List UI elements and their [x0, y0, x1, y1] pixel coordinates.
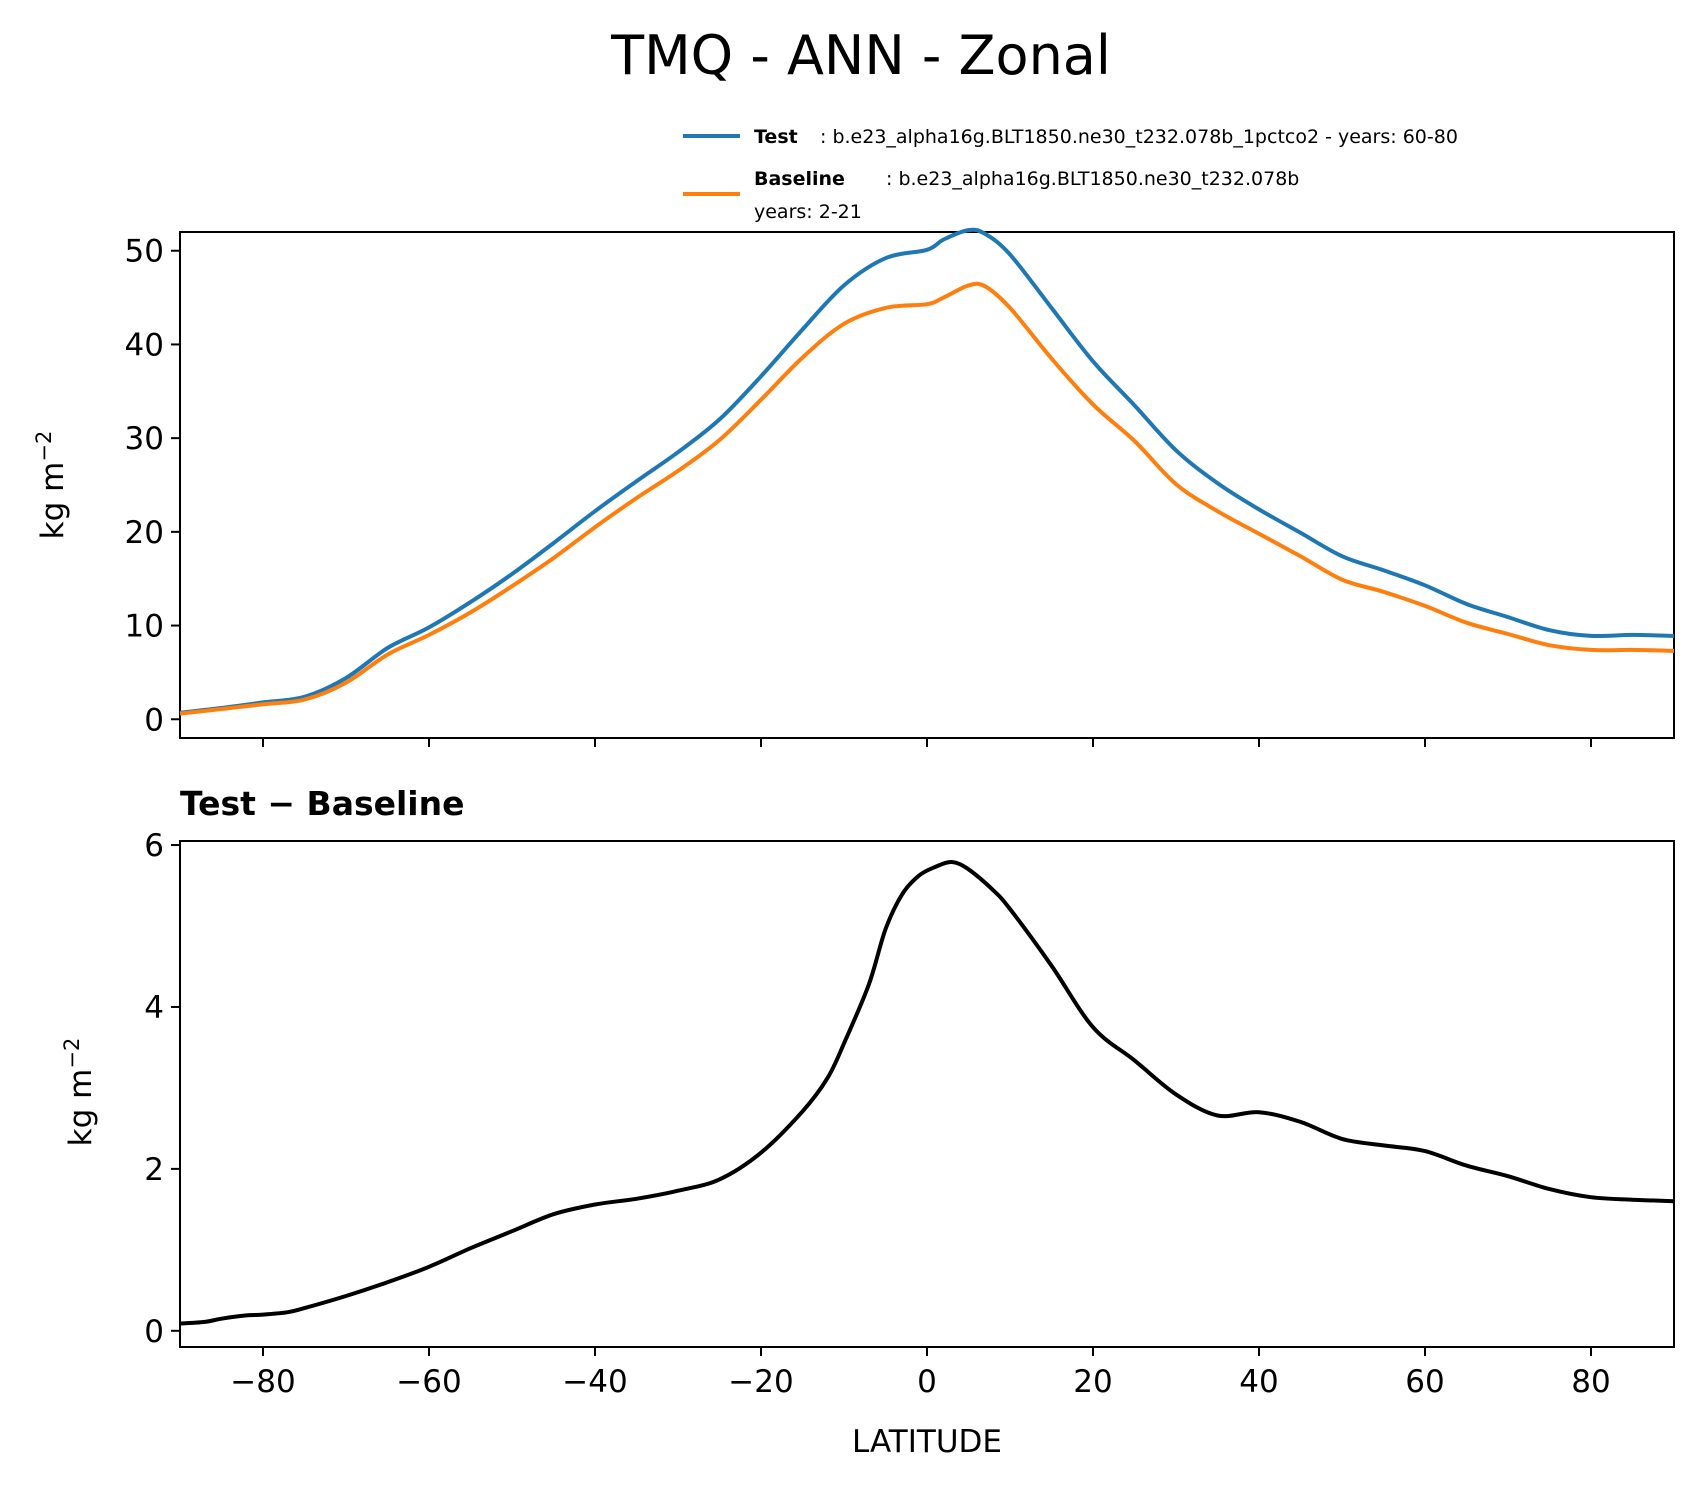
x-axis-label: LATITUDE: [852, 1424, 1002, 1460]
bottom-lines: [179, 859, 1675, 1326]
legend-baseline-text: : b.e23_alpha16g.BLT1850.ne30_t232.078b: [886, 168, 1299, 190]
bottom-x-tick-label: 60: [1405, 1364, 1444, 1400]
bottom-y-tick-label: 2: [144, 1152, 164, 1188]
bottom-x-tick-label: −60: [396, 1364, 461, 1400]
legend-test-label: Test: [754, 126, 798, 148]
top-series-baseline-line: [179, 281, 1675, 716]
top-y-tick-label: 20: [125, 515, 164, 551]
diff-title: Test − Baseline: [180, 784, 465, 823]
legend-baseline-label: Baseline: [754, 168, 845, 190]
top-y-tick-label: 30: [125, 421, 164, 457]
bottom-x-tick-label: −20: [728, 1364, 793, 1400]
bottom-x-tick-label: 0: [917, 1364, 937, 1400]
legend: Test : b.e23_alpha16g.BLT1850.ne30_t232.…: [683, 126, 1458, 223]
bottom-y-tick-label: 6: [144, 828, 164, 864]
top-plot-frame: [179, 231, 1675, 739]
top-x-ticks: [262, 738, 1592, 747]
bottom-y-ticks: 0 2 4 6: [144, 828, 180, 1350]
bottom-y-tick-label: 0: [144, 1314, 164, 1350]
top-y-tick-label: 40: [125, 327, 164, 363]
top-y-tick-label: 10: [125, 609, 164, 645]
top-y-tick-label: 50: [125, 234, 164, 270]
bottom-plot-frame: [179, 840, 1675, 1348]
bottom-x-tick-label: −80: [230, 1364, 295, 1400]
legend-baseline-years: years: 2-21: [754, 201, 862, 223]
bottom-x-tick-label: 80: [1571, 1364, 1610, 1400]
bottom-x-tick-label: 20: [1073, 1364, 1112, 1400]
top-panel: 0 10 20 30 40 50 kg m−2: [32, 227, 1675, 747]
top-lines: [179, 227, 1675, 716]
bottom-x-ticks: −80 −60 −40 −20 0 20 40 60 80: [230, 1347, 1611, 1400]
top-y-axis-label: kg m−2: [32, 431, 71, 540]
bottom-panel: Test − Baseline 0 2 4 6 −80 −60 −40 −20 0 20 40 60…: [60, 784, 1675, 1460]
chart-title: TMQ - ANN - Zonal: [610, 24, 1111, 87]
top-y-tick-label: 0: [144, 702, 164, 738]
bottom-y-tick-label: 4: [144, 990, 164, 1026]
bottom-series-test-baseline-line: [179, 859, 1675, 1326]
top-y-ticks: 0 10 20 30 40 50: [125, 234, 180, 738]
bottom-y-axis-label: kg m−2: [60, 1038, 99, 1147]
bottom-x-tick-label: 40: [1239, 1364, 1278, 1400]
legend-test-text: : b.e23_alpha16g.BLT1850.ne30_t232.078b_…: [820, 126, 1458, 148]
top-series-test-line: [179, 227, 1675, 715]
bottom-x-tick-label: −40: [562, 1364, 627, 1400]
